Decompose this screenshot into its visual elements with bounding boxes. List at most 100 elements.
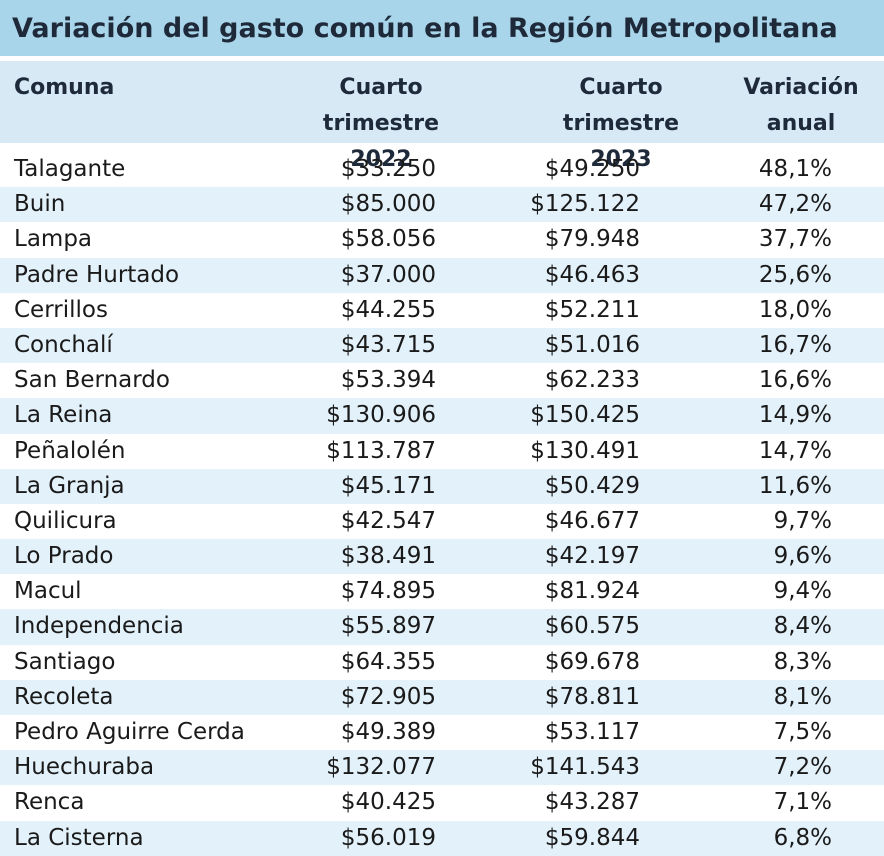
cell-q4-2022: $55.897 bbox=[340, 613, 436, 640]
table-row: La Granja $45.171 $50.429 11,6% bbox=[0, 468, 884, 504]
cell-variacion: 8,1% bbox=[773, 683, 832, 710]
cell-q4-2023: $59.844 bbox=[544, 824, 640, 851]
header-variacion-label: Variación anual bbox=[743, 75, 859, 136]
table-row: Macul $74.895 $81.924 9,4% bbox=[0, 574, 884, 609]
header-q4-2022: Cuarto trimestre 2022 bbox=[272, 70, 490, 178]
table-row: Lo Prado $38.491 $42.197 9,6% bbox=[0, 539, 884, 575]
cell-q4-2023: $125.122 bbox=[530, 191, 640, 218]
cell-variacion: 16,7% bbox=[758, 331, 832, 358]
cell-variacion: 14,7% bbox=[758, 437, 832, 464]
cell-q4-2022: $45.171 bbox=[340, 472, 436, 499]
cell-q4-2023: $69.678 bbox=[544, 648, 640, 675]
table-row: San Bernardo $53.394 $62.233 16,6% bbox=[0, 363, 884, 398]
cell-q4-2023: $50.429 bbox=[544, 472, 640, 499]
cell-variacion: 11,6% bbox=[758, 472, 832, 499]
cell-q4-2023: $141.543 bbox=[530, 754, 640, 781]
cell-comuna: Talagante bbox=[14, 156, 126, 182]
table-body: Talagante $33.250 $49.250 48,1% Buin $85.000 $… bbox=[0, 152, 884, 856]
cell-variacion: 9,4% bbox=[773, 578, 832, 605]
cell-q4-2022: $53.394 bbox=[340, 367, 436, 394]
table-header: Comuna Cuarto trimestre 2022 Cuarto trim… bbox=[0, 61, 884, 172]
cell-comuna: Santiago bbox=[14, 648, 116, 675]
cell-q4-2023: $78.811 bbox=[544, 683, 640, 710]
title-bar: Variación del gasto común en la Región M… bbox=[0, 0, 884, 56]
header-q4-2023-label: Cuarto trimestre 2023 bbox=[562, 75, 680, 172]
cell-q4-2022: $74.895 bbox=[340, 578, 436, 605]
table-row: Huechuraba $132.077 $141.543 7,2% bbox=[0, 750, 884, 786]
cell-q4-2023: $43.287 bbox=[544, 789, 640, 816]
cell-variacion: 8,3% bbox=[773, 648, 832, 675]
cell-variacion: 8,4% bbox=[773, 613, 832, 640]
cell-q4-2023: $130.491 bbox=[530, 437, 640, 464]
cell-comuna: Pedro Aguirre Cerda bbox=[14, 719, 245, 745]
cell-q4-2022: $37.000 bbox=[340, 261, 436, 288]
cell-variacion: 7,2% bbox=[773, 754, 832, 781]
header-q4-2023: Cuarto trimestre 2023 bbox=[510, 70, 732, 178]
cell-variacion: 47,2% bbox=[758, 191, 832, 218]
cell-comuna: Cerrillos bbox=[14, 296, 108, 323]
table-row: Independencia $55.897 $60.575 8,4% bbox=[0, 609, 884, 645]
cell-q4-2022: $64.355 bbox=[340, 648, 436, 675]
cell-q4-2022: $42.547 bbox=[340, 507, 436, 534]
cell-q4-2023: $79.948 bbox=[544, 226, 640, 253]
cell-comuna: Macul bbox=[14, 578, 82, 605]
table-row: Padre Hurtado $37.000 $46.463 25,6% bbox=[0, 257, 884, 293]
header-variacion: Variación anual bbox=[736, 70, 866, 142]
table-title: Variación del gasto común en la Región M… bbox=[12, 12, 838, 44]
cell-comuna: Conchalí bbox=[14, 331, 113, 358]
cell-q4-2023: $46.463 bbox=[544, 261, 640, 288]
cell-q4-2023: $42.197 bbox=[544, 543, 640, 570]
table-row: Quilicura $42.547 $46.677 9,7% bbox=[0, 504, 884, 539]
cell-q4-2023: $46.677 bbox=[544, 507, 640, 534]
cell-variacion: 6,8% bbox=[773, 824, 832, 851]
cell-comuna: Buin bbox=[14, 191, 66, 218]
cell-q4-2022: $49.389 bbox=[340, 719, 436, 745]
cell-comuna: Independencia bbox=[14, 613, 184, 640]
table-row: Pedro Aguirre Cerda $49.389 $53.117 7,5% bbox=[0, 715, 884, 750]
table-row: Santiago $64.355 $69.678 8,3% bbox=[0, 645, 884, 680]
table-row: Buin $85.000 $125.122 47,2% bbox=[0, 187, 884, 223]
cell-variacion: 7,5% bbox=[773, 719, 832, 745]
cell-comuna: San Bernardo bbox=[14, 367, 170, 394]
cell-q4-2023: $81.924 bbox=[544, 578, 640, 605]
cell-q4-2022: $56.019 bbox=[340, 824, 436, 851]
cell-variacion: 48,1% bbox=[758, 156, 832, 182]
cell-q4-2022: $33.250 bbox=[340, 156, 436, 182]
header-comuna: Comuna bbox=[14, 75, 115, 100]
cell-variacion: 14,9% bbox=[758, 402, 832, 429]
cell-comuna: La Reina bbox=[14, 402, 113, 429]
table-row: Lampa $58.056 $79.948 37,7% bbox=[0, 222, 884, 257]
cell-comuna: Quilicura bbox=[14, 507, 117, 534]
cell-q4-2023: $53.117 bbox=[544, 719, 640, 745]
table-row: Conchalí $43.715 $51.016 16,7% bbox=[0, 327, 884, 364]
table-row: Renca $40.425 $43.287 7,1% bbox=[0, 785, 884, 820]
cell-comuna: Recoleta bbox=[14, 683, 114, 710]
cell-q4-2023: $60.575 bbox=[544, 613, 640, 640]
cell-comuna: Peñalolén bbox=[14, 437, 126, 464]
cell-comuna: Padre Hurtado bbox=[14, 261, 180, 288]
cell-q4-2022: $113.787 bbox=[326, 437, 436, 464]
cell-q4-2022: $72.905 bbox=[340, 683, 436, 710]
table-row: Talagante $33.250 $49.250 48,1% bbox=[0, 152, 884, 187]
cell-variacion: 9,6% bbox=[773, 543, 832, 570]
cell-q4-2023: $62.233 bbox=[544, 367, 640, 394]
table-row: Recoleta $72.905 $78.811 8,1% bbox=[0, 679, 884, 715]
header-q4-2022-label: Cuarto trimestre 2022 bbox=[322, 75, 440, 172]
cell-q4-2022: $40.425 bbox=[340, 789, 436, 816]
cell-comuna: Lo Prado bbox=[14, 543, 114, 570]
cell-comuna: La Cisterna bbox=[14, 824, 144, 851]
cell-q4-2022: $43.715 bbox=[340, 331, 436, 358]
cell-q4-2023: $52.211 bbox=[544, 296, 640, 323]
cell-q4-2023: $49.250 bbox=[544, 156, 640, 182]
table-row: La Reina $130.906 $150.425 14,9% bbox=[0, 398, 884, 434]
table-row: La Cisterna $56.019 $59.844 6,8% bbox=[0, 820, 884, 856]
cell-variacion: 25,6% bbox=[758, 261, 832, 288]
cell-q4-2023: $150.425 bbox=[530, 402, 640, 429]
cell-q4-2022: $58.056 bbox=[340, 226, 436, 253]
cell-q4-2023: $51.016 bbox=[544, 331, 640, 358]
cell-variacion: 37,7% bbox=[758, 226, 832, 253]
cell-q4-2022: $132.077 bbox=[326, 754, 436, 781]
cell-comuna: La Granja bbox=[14, 472, 125, 499]
cell-comuna: Huechuraba bbox=[14, 754, 155, 781]
cell-q4-2022: $38.491 bbox=[340, 543, 436, 570]
